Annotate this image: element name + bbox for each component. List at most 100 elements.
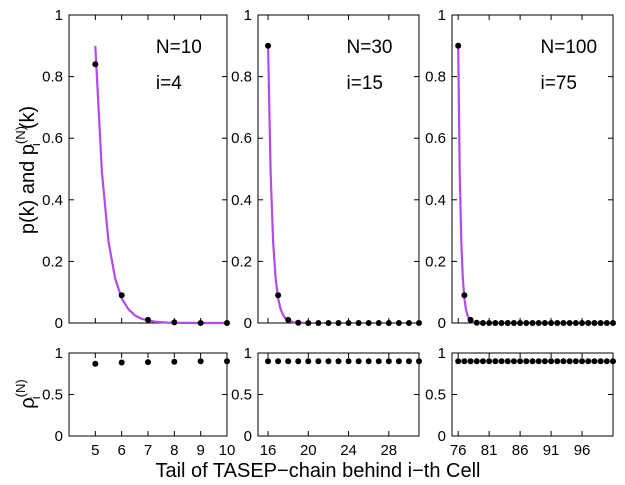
- data-point: [579, 320, 586, 326]
- data-point: [285, 316, 292, 323]
- x-tick-label: 6: [117, 442, 125, 459]
- data-point: [265, 358, 272, 365]
- data-point: [197, 320, 204, 326]
- data-point: [492, 320, 499, 326]
- x-tick-label: 5: [91, 442, 99, 459]
- y-tick-label: 1: [438, 345, 446, 362]
- data-point: [385, 358, 392, 365]
- x-tick-label: 91: [543, 442, 560, 459]
- data-point: [535, 320, 542, 326]
- data-point: [486, 320, 493, 326]
- data-point: [305, 358, 312, 365]
- data-point: [92, 360, 99, 367]
- data-point: [467, 358, 474, 365]
- top-y-axis-label-sup: (N): [13, 126, 28, 144]
- panel-annotation: N=10: [156, 37, 202, 58]
- data-point: [325, 358, 332, 365]
- data-point: [479, 320, 486, 326]
- y-tick-label: 0: [438, 315, 446, 332]
- data-point: [486, 358, 493, 365]
- data-point: [224, 320, 230, 326]
- data-point: [529, 358, 536, 365]
- data-point: [275, 292, 282, 299]
- data-point: [416, 320, 422, 326]
- data-point: [461, 292, 468, 299]
- data-point: [597, 320, 604, 326]
- x-tick-label: 10: [219, 442, 236, 459]
- data-point: [118, 359, 125, 366]
- x-axis-label: Tail of TASEP−chain behind i−th Cell: [155, 460, 480, 482]
- y-tick-label: 0.6: [231, 130, 252, 147]
- data-point: [572, 320, 579, 326]
- bottom-y-axis-label: ρ(N)i: [13, 379, 43, 408]
- top-y-axis-label-tail: (k): [17, 106, 39, 129]
- panel-annotation: N=30: [347, 37, 393, 58]
- data-point: [197, 358, 204, 365]
- y-tick-label: 0.5: [425, 387, 446, 404]
- data-point: [355, 320, 362, 326]
- axes-frame: [257, 14, 420, 324]
- axes-frame: [451, 352, 614, 437]
- data-point: [145, 316, 151, 323]
- data-point: [385, 320, 392, 326]
- data-point: [585, 320, 592, 326]
- data-point: [315, 320, 322, 326]
- data-point: [467, 316, 474, 323]
- data-point: [579, 358, 586, 365]
- y-tick-label: 0: [438, 428, 446, 445]
- x-tick-label: 8: [170, 442, 178, 459]
- y-tick-label: 0.8: [42, 69, 63, 86]
- data-point: [610, 320, 616, 326]
- panel-annotation: i=4: [156, 73, 182, 94]
- x-tick-label: 9: [196, 442, 204, 459]
- data-point: [535, 358, 542, 365]
- x-tick-label: 96: [574, 442, 591, 459]
- data-point: [118, 292, 125, 299]
- bottom-y-axis-label-sup: (N): [13, 379, 28, 397]
- panel-annotation: i=75: [541, 73, 577, 94]
- y-tick-label: 0.8: [231, 69, 252, 86]
- data-point: [305, 320, 312, 326]
- data-point: [610, 358, 616, 365]
- y-tick-label: 0.8: [425, 69, 446, 86]
- top-y-axis-label-main: p(k) and p: [17, 144, 39, 234]
- x-tick-label: 81: [481, 442, 498, 459]
- data-point: [603, 320, 610, 326]
- axes-frame: [451, 14, 614, 324]
- data-point: [517, 320, 524, 326]
- data-point: [335, 320, 342, 326]
- data-point: [405, 358, 412, 365]
- x-tick-label: 24: [340, 442, 357, 459]
- y-tick-label: 0.2: [42, 253, 63, 270]
- data-point: [523, 358, 530, 365]
- top-y-axis-label: p(k) and p(N)i (k): [13, 106, 43, 234]
- data-point: [548, 358, 555, 365]
- bottom-panel-3: 0 0.5 1 76 81 86 91 96: [425, 345, 616, 459]
- y-tick-label: 0.6: [42, 130, 63, 147]
- y-tick-label: 1: [244, 345, 252, 362]
- y-tick-label: 0.4: [42, 192, 63, 209]
- y-tick-label: 0: [244, 315, 252, 332]
- data-point: [365, 358, 372, 365]
- bottom-y-axis-label-sub: i: [28, 396, 43, 399]
- data-point: [517, 358, 524, 365]
- x-tick-label: 16: [260, 442, 277, 459]
- y-tick-label: 0.5: [42, 387, 63, 404]
- y-tick-label: 1: [438, 7, 446, 24]
- data-point: [566, 358, 573, 365]
- data-point: [345, 320, 352, 326]
- data-point: [560, 320, 567, 326]
- data-point: [510, 320, 517, 326]
- data-point: [529, 320, 536, 326]
- data-point: [597, 358, 604, 365]
- data-point: [523, 320, 530, 326]
- data-point: [461, 358, 468, 365]
- top-panel-2: 0 0.2 0.4 0.6 0.8 1 N=30 i=15: [231, 7, 422, 332]
- data-point: [275, 358, 282, 365]
- data-point: [566, 320, 573, 326]
- y-tick-label: 0: [55, 315, 63, 332]
- data-point: [541, 358, 548, 365]
- panel-annotation: N=100: [541, 37, 598, 58]
- data-point: [171, 319, 178, 326]
